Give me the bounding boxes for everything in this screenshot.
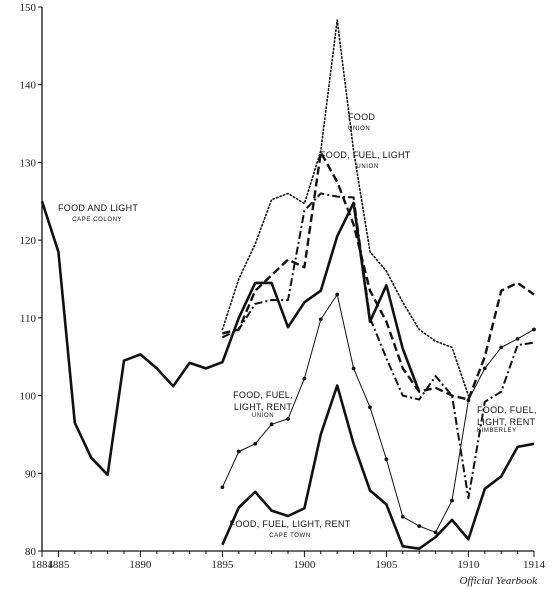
data-point xyxy=(467,398,471,402)
series-label-sub: UNION xyxy=(252,413,274,419)
data-point xyxy=(319,318,323,322)
data-point xyxy=(253,442,257,446)
y-tick-label: 130 xyxy=(20,157,37,169)
data-point xyxy=(450,499,454,503)
data-point xyxy=(499,345,503,349)
data-point xyxy=(368,405,372,409)
series-line-food-fuel-light-union xyxy=(222,152,534,399)
series-label-food-union: FOOD UNION xyxy=(348,112,375,132)
series-layer xyxy=(42,20,536,549)
data-point xyxy=(303,377,307,381)
data-point xyxy=(237,450,241,454)
data-point xyxy=(483,366,487,370)
y-tick-label: 110 xyxy=(20,313,37,325)
series-label-food-fuel-light-rent-cape-town: FOOD, FUEL, LIGHT, RENT CAPE TOWN xyxy=(230,519,351,539)
data-point xyxy=(516,337,520,341)
data-point xyxy=(221,485,225,489)
y-tick-label: 100 xyxy=(20,391,37,403)
x-tick-label: 1900 xyxy=(293,559,316,571)
series-label-line: FOOD, FUEL, LIGHT, RENT xyxy=(230,519,351,529)
x-tick-label: 1914 xyxy=(523,559,546,571)
data-point xyxy=(434,530,438,534)
data-point xyxy=(385,457,389,461)
data-point xyxy=(335,293,339,297)
series-label-line: LIGHT, RENT xyxy=(234,402,293,412)
x-tick-label: 1885 xyxy=(47,559,70,571)
series-label-sub: UNION xyxy=(348,126,370,132)
data-point xyxy=(532,328,536,332)
y-tick-label: 150 xyxy=(20,2,37,14)
y-tick-label: 120 xyxy=(20,235,37,247)
series-food-fuel-light-rent-kimberley xyxy=(222,194,534,499)
series-food-fuel-light-union xyxy=(222,152,534,399)
series-label-sub: CAPE COLONY xyxy=(72,217,122,223)
series-label-sub: UNION xyxy=(356,164,378,170)
series-line-cape-colony xyxy=(42,201,419,475)
series-label-food-fuel-light-union: FOOD, FUEL, LIGHT UNION xyxy=(320,150,411,170)
y-tick-label: 80 xyxy=(25,546,37,558)
x-tick-label: 1895 xyxy=(211,559,234,571)
series-cape-colony xyxy=(42,201,419,475)
data-point xyxy=(401,515,405,519)
series-label-sub: KIMBERLEY xyxy=(477,428,517,434)
series-label-line: FOOD, FUEL, LIGHT xyxy=(320,150,411,160)
source-credit: Official Yearbook xyxy=(459,575,538,587)
series-food-union xyxy=(222,20,468,395)
series-label-line: FOOD AND LIGHT xyxy=(58,203,138,213)
x-tick-label: 1910 xyxy=(457,559,480,571)
series-label-line: FOOD, FUEL, xyxy=(477,405,537,415)
y-tick-label: 90 xyxy=(25,468,37,480)
series-label-cape-colony: FOOD AND LIGHT CAPE COLONY xyxy=(58,203,138,223)
data-point xyxy=(270,422,274,426)
data-point xyxy=(286,417,290,421)
series-line-food-fuel-light-rent-kimberley xyxy=(222,194,534,499)
data-point xyxy=(352,366,356,370)
x-tick-label: 1890 xyxy=(129,559,152,571)
series-line-food-union xyxy=(222,20,468,395)
series-label-line: FOOD, FUEL, xyxy=(233,390,293,400)
y-tick-label: 140 xyxy=(20,80,37,92)
series-label-line: LIGHT, RENT xyxy=(477,417,536,427)
series-label-line: FOOD xyxy=(348,112,375,122)
series-label-sub: CAPE TOWN xyxy=(269,533,311,539)
data-point xyxy=(417,524,421,528)
x-tick-label: 1905 xyxy=(375,559,398,571)
